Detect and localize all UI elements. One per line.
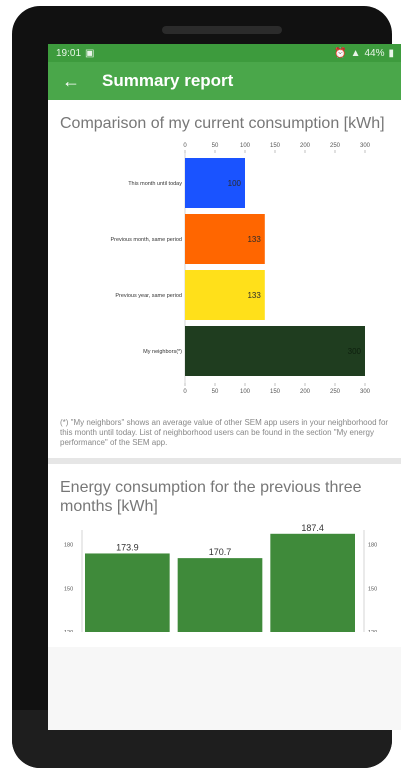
back-button[interactable]: ← [58,68,84,94]
x-tick-label-top: 100 [240,143,251,149]
bar [270,533,355,632]
bar-value-label: 300 [348,347,362,356]
bar-value-label: 170.7 [209,547,232,557]
bar [85,553,170,632]
battery-icon: ▮ [388,47,394,59]
bar [185,270,265,320]
previous-months-chart: 180 180 150 150 120 120 173.9 170.7 187.4 [64,523,377,636]
x-tick-label-bottom: 0 [183,389,187,395]
x-tick-label-bottom: 100 [240,389,251,395]
bar-value-label: 100 [228,179,242,188]
x-tick-label-top: 200 [300,143,311,149]
x-tick-label-bottom: 150 [270,389,281,395]
bar-value-label: 187.4 [301,523,324,533]
arrow-left-icon: ← [62,70,80,91]
bar-value-label: 173.9 [116,542,139,552]
bar-value-label: 133 [247,235,261,244]
image-notification-icon: ▣ [85,47,95,59]
y-tick-label-right: 150 [368,586,377,592]
x-tick-label-top: 250 [330,143,341,149]
y-tick-label-left: 180 [64,543,73,549]
y-tick-label-right: 180 [368,543,377,549]
x-tick-label-top: 300 [360,143,371,149]
y-tick-label-left: 120 [64,630,73,632]
battery-percent: 44% [364,47,385,59]
y-tick-label-right: 120 [368,630,377,632]
x-tick-label-bottom: 200 [300,389,311,395]
current-consumption-title: Comparison of my current consumption [kW… [60,115,385,132]
x-tick-label-top: 0 [183,143,187,149]
status-bar: 19:01 ▣ ⏰ ▲ 44% ▮ [48,44,401,62]
page-title: Summary report [102,71,234,90]
phone-frame: 19:01 ▣ ⏰ ▲ 44% ▮ ← Summary report Compa… [12,6,401,768]
x-tick-label-top: 50 [212,143,219,149]
previous-months-title: Energy consumption for the previous thre… [60,479,362,515]
current-consumption-chart: 0 0 50 50 100 100 150 150 200 200 250 250 300 300 This… [110,143,371,395]
neighbors-footnote: (*) "My neighbors" shows an average valu… [60,418,389,447]
phone-screen: 19:01 ▣ ⏰ ▲ 44% ▮ ← Summary report Compa… [48,44,401,730]
alarm-icon: ⏰ [334,47,347,59]
x-tick-label-bottom: 50 [212,389,219,395]
bar [185,326,365,376]
status-time: 19:01 [56,47,82,59]
x-tick-label-top: 150 [270,143,281,149]
current-consumption-section: Comparison of my current consumption [kW… [48,100,401,464]
x-tick-label-bottom: 300 [360,389,371,395]
category-label: Previous year, same period [115,293,182,299]
category-label: My neighbors(*) [143,349,182,355]
previous-months-section: Energy consumption for the previous thre… [48,464,401,647]
y-tick-label-left: 150 [64,586,73,592]
category-label: This month until today [128,181,182,187]
category-label: Previous month, same period [110,237,182,243]
bar [177,558,263,632]
phone-speaker [162,26,282,34]
bar-value-label: 133 [247,291,261,300]
app-bar: ← Summary report [48,62,401,100]
bar [185,158,245,208]
x-tick-label-bottom: 250 [330,389,341,395]
signal-icon: ▲ [350,47,361,59]
bar [185,214,265,264]
report-content[interactable]: Comparison of my current consumption [kW… [48,100,401,647]
